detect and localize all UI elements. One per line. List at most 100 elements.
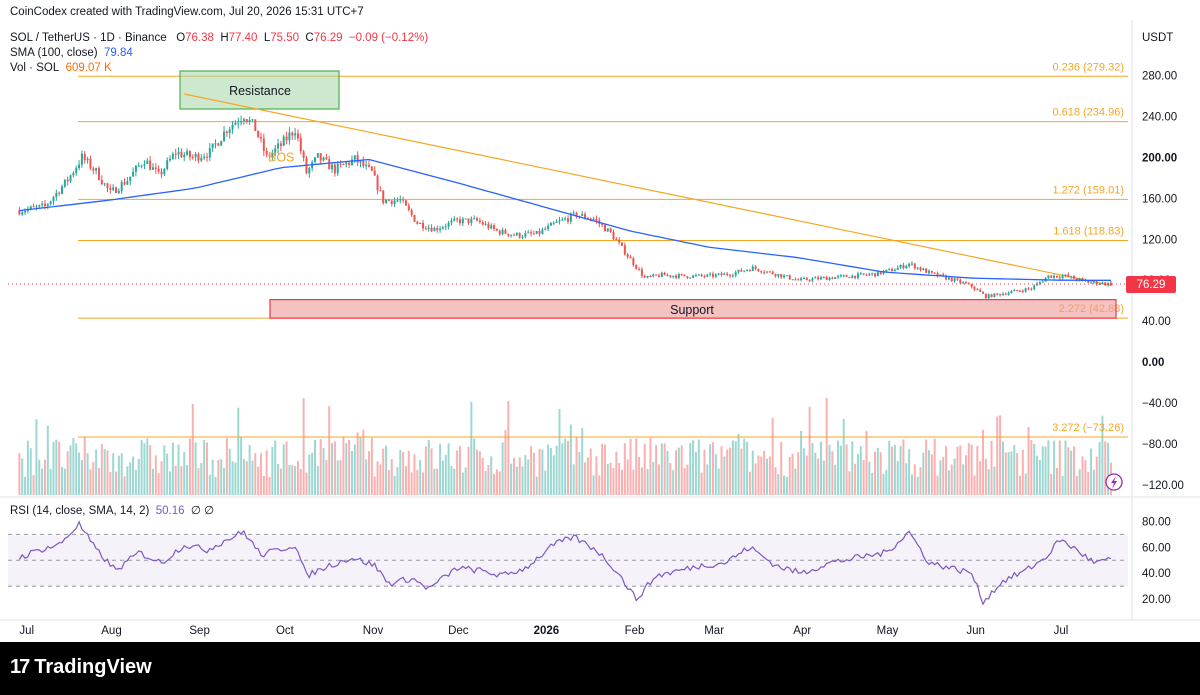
volume-bar: [1101, 415, 1104, 495]
fib-label: 0.236 (279.32): [1052, 61, 1124, 73]
volume-bar: [1090, 448, 1093, 495]
candle-body: [552, 222, 555, 224]
candle-body: [1021, 290, 1024, 292]
candle-body: [1104, 282, 1107, 286]
candle-body: [214, 143, 217, 145]
volume-bar: [197, 468, 200, 495]
candle-body: [882, 271, 885, 274]
volume-bar: [461, 472, 464, 495]
volume-bar: [848, 471, 851, 495]
price-tick: 280.00: [1142, 71, 1177, 83]
candle-body: [498, 230, 501, 235]
candle-body: [962, 282, 965, 284]
candle-body: [609, 228, 612, 233]
candle-body: [393, 200, 396, 205]
price-tick: 160.00: [1142, 193, 1177, 205]
candle-body: [146, 160, 149, 164]
volume-bar: [1053, 440, 1056, 495]
candle-body: [655, 274, 658, 276]
candle-body: [109, 188, 112, 190]
candle-body: [515, 233, 518, 236]
volume-bar: [993, 466, 996, 495]
candle-body: [282, 136, 285, 146]
candle-body: [530, 232, 533, 234]
candle-body: [43, 203, 46, 206]
volume-bar: [541, 449, 544, 495]
volume-bar: [1013, 444, 1016, 495]
candle-body: [331, 164, 334, 170]
volume-bar: [32, 475, 35, 495]
volume-bar: [1095, 456, 1098, 495]
time-tick: Jun: [966, 625, 985, 637]
tradingview-logo[interactable]: 17 TradingView: [10, 656, 152, 679]
candle-body: [862, 273, 865, 275]
volume-bar: [1030, 440, 1033, 495]
candle-body: [396, 200, 399, 202]
currency-label: USDT: [1142, 32, 1174, 44]
candle-body: [103, 183, 106, 185]
volume-bar: [433, 468, 436, 495]
volume-bar: [262, 475, 265, 495]
candle-body: [271, 152, 274, 157]
candle-body: [891, 268, 894, 272]
volume-bar: [584, 462, 587, 495]
volume-bar: [55, 439, 58, 495]
candle-body: [1013, 290, 1016, 292]
high-value: 77.40: [228, 32, 258, 44]
volume-bar: [1075, 476, 1078, 495]
volume-bar: [296, 460, 299, 495]
volume-bar: [416, 469, 419, 495]
volume-bar: [186, 465, 189, 495]
candle-body: [21, 212, 24, 215]
candle-body: [359, 160, 362, 163]
volume-bar: [109, 471, 112, 495]
candle-body: [930, 270, 933, 273]
volume-bar: [319, 439, 322, 495]
volume-bar: [308, 454, 311, 495]
volume-bar: [495, 469, 498, 495]
chart-canvas[interactable]: 0.236 (279.32) 0.618 (234.96) 1.272 (159.0…: [0, 0, 1200, 642]
candle-body: [24, 210, 27, 213]
volume-bar: [1098, 442, 1101, 495]
volume-bar: [174, 465, 177, 495]
candle-body: [203, 156, 206, 158]
volume-bar: [350, 450, 353, 495]
candle-body: [504, 229, 507, 234]
volume-bar: [151, 468, 154, 495]
candle-body: [470, 218, 473, 223]
volume-bar: [851, 441, 854, 495]
candle-body: [254, 119, 257, 131]
candle-body: [689, 277, 692, 279]
candle-body: [1036, 283, 1039, 286]
volume-bar: [450, 466, 453, 495]
candle-body: [814, 277, 817, 279]
volume-bar: [103, 449, 106, 495]
volume-bar: [942, 456, 945, 495]
candle-body: [945, 275, 948, 280]
volume-bar: [214, 476, 217, 495]
volume-bar: [169, 471, 172, 495]
candle-body: [817, 277, 820, 280]
candle-body: [1055, 275, 1058, 278]
candle-body: [495, 228, 498, 231]
volume-bar: [694, 451, 697, 495]
volume-bar: [734, 441, 737, 495]
volume-bar: [149, 445, 152, 495]
volume-bar: [964, 455, 967, 495]
candle-body: [257, 130, 260, 137]
volume-bar: [396, 467, 399, 495]
volume-bar: [41, 468, 44, 495]
sma-line: [19, 158, 1111, 281]
volume-bar: [922, 452, 925, 495]
candle-body: [285, 136, 288, 141]
volume-bar: [879, 452, 882, 495]
rsi-tick: 80.00: [1142, 516, 1171, 528]
support-zone: [269, 299, 1117, 319]
candle-body: [1067, 274, 1070, 277]
fib-label: 1.618 (118.83): [1053, 225, 1124, 237]
volume-bar: [95, 449, 98, 495]
candle-body: [748, 270, 751, 272]
volume-bar: [288, 464, 291, 495]
candle-body: [706, 274, 709, 277]
candle-body: [765, 271, 768, 273]
